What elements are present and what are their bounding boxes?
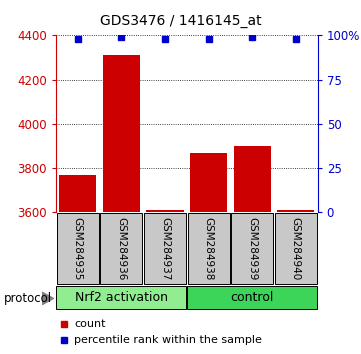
- Text: GSM284940: GSM284940: [291, 217, 301, 280]
- FancyBboxPatch shape: [188, 213, 230, 284]
- FancyBboxPatch shape: [56, 286, 186, 309]
- Text: GSM284936: GSM284936: [116, 217, 126, 280]
- FancyBboxPatch shape: [231, 213, 273, 284]
- Text: count: count: [74, 319, 106, 329]
- Text: GDS3476 / 1416145_at: GDS3476 / 1416145_at: [100, 14, 261, 28]
- Text: GSM284935: GSM284935: [73, 217, 83, 280]
- Text: GSM284939: GSM284939: [247, 217, 257, 280]
- Text: GSM284938: GSM284938: [204, 217, 214, 280]
- Text: protocol: protocol: [4, 292, 52, 305]
- Bar: [59, 175, 96, 212]
- Polygon shape: [42, 292, 53, 305]
- Bar: [277, 210, 314, 212]
- Text: control: control: [231, 291, 274, 304]
- Text: GSM284937: GSM284937: [160, 217, 170, 280]
- Bar: [147, 210, 183, 212]
- Bar: [234, 146, 271, 212]
- FancyBboxPatch shape: [100, 213, 142, 284]
- Text: percentile rank within the sample: percentile rank within the sample: [74, 335, 262, 345]
- FancyBboxPatch shape: [57, 213, 99, 284]
- FancyBboxPatch shape: [275, 213, 317, 284]
- Bar: [103, 55, 140, 212]
- Text: Nrf2 activation: Nrf2 activation: [75, 291, 168, 304]
- Bar: [190, 153, 227, 212]
- FancyBboxPatch shape: [144, 213, 186, 284]
- FancyBboxPatch shape: [187, 286, 317, 309]
